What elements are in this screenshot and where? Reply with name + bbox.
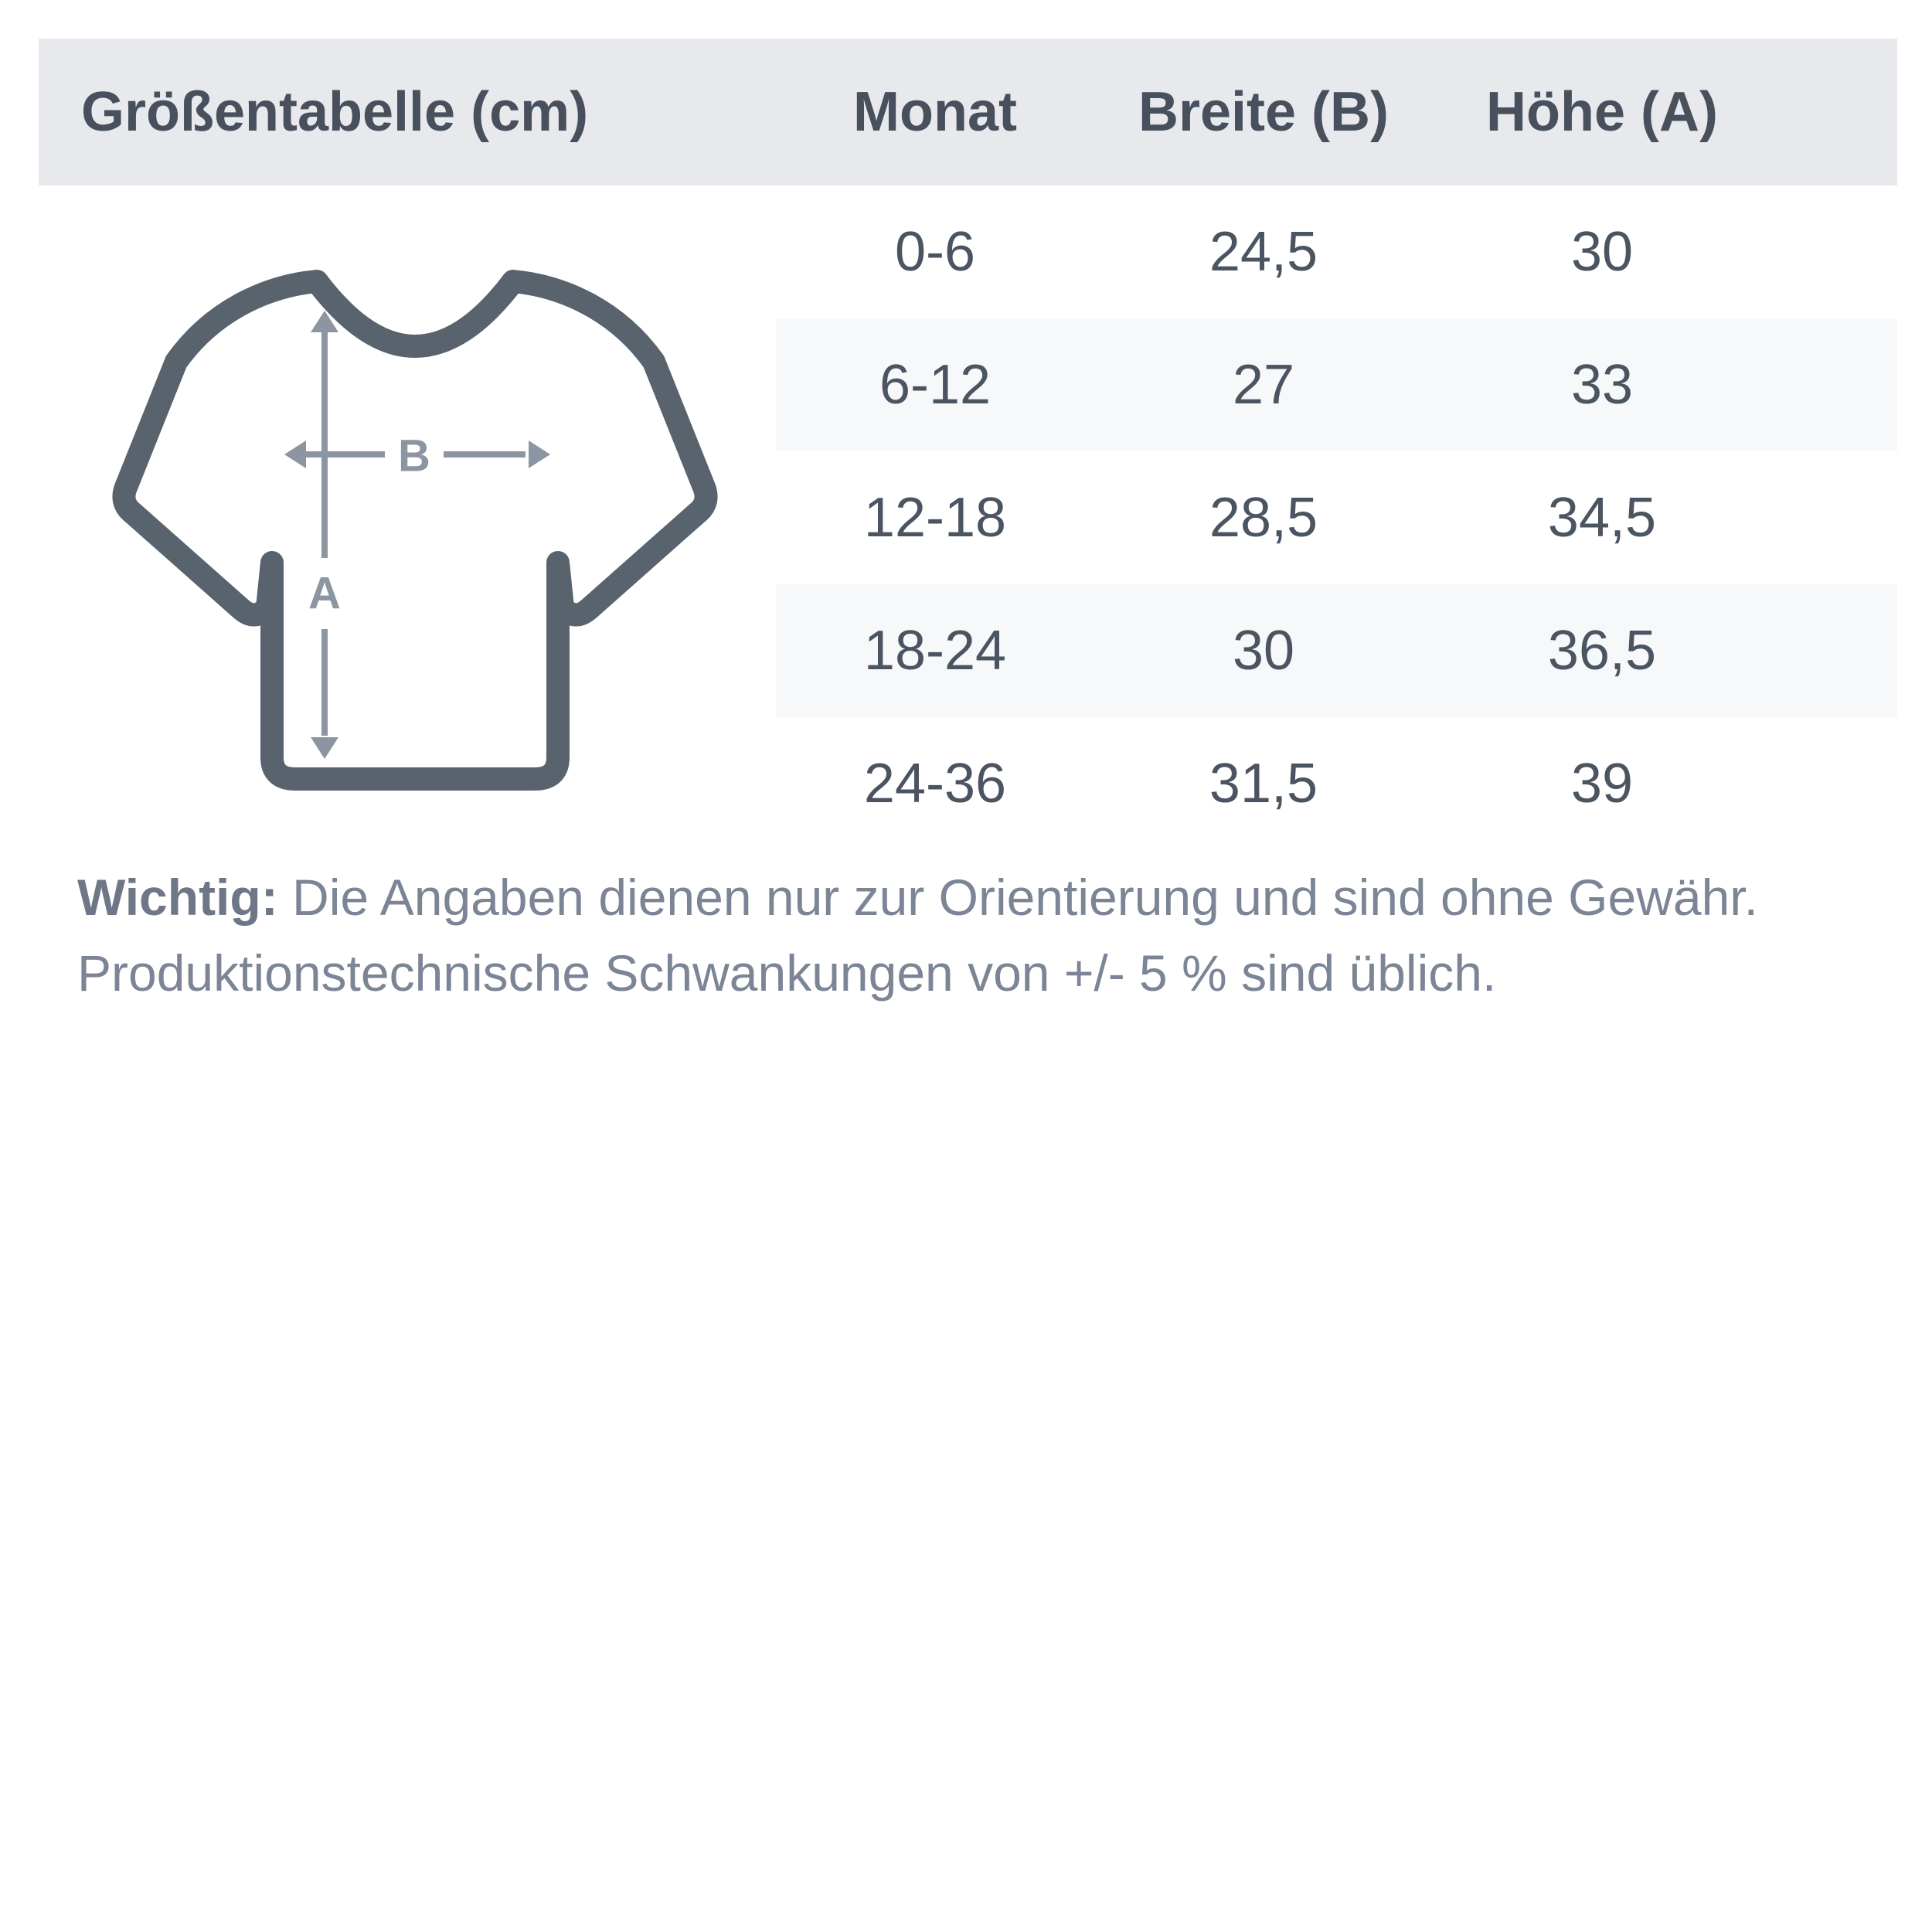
cell-monat: 6-12 [776,318,1094,451]
cell-breite: 30 [1094,584,1433,717]
note-label: Wichtig: [77,869,278,926]
cell-hoehe: 39 [1570,753,1634,815]
tshirt-outline [112,270,718,791]
arrowhead-left-icon [284,440,306,468]
height-arrow [311,311,338,759]
note-line-1: Die Angaben dienen nur zur Orientierung … [277,869,1758,926]
note-line-2: Produktionstechnische Schwankungen von +… [77,944,1497,1002]
row-spacer [1771,318,1897,451]
cell-breite: 28,5 [1209,487,1318,549]
cell-monat: 18-24 [776,584,1094,717]
column-header-hoehe: Höhe (A) [1433,39,1771,185]
cell-monat: 12-18 [863,487,1007,549]
tshirt-icon: A B [112,270,718,791]
row-spacer [1771,717,1897,850]
size-chart: Größentabelle (cm) Monat Breite (B) Höhe… [39,39,1897,1002]
cell-breite: 24,5 [1209,221,1318,283]
width-label: B [398,431,430,481]
arrowhead-right-icon [529,440,550,468]
cell-hoehe: 30 [1570,221,1634,283]
disclaimer-note: Wichtig: Die Angaben dienen nur zur Orie… [77,859,1870,1011]
cell-breite: 27 [1094,318,1433,451]
width-arrow [284,440,550,468]
tshirt-diagram: A B [77,216,734,835]
row-spacer [1771,185,1897,318]
arrowhead-down-icon [311,737,338,759]
column-header-breite: Breite (B) [1094,39,1433,185]
row-spacer [1771,451,1897,584]
arrowhead-up-icon [311,311,338,332]
page-title: Größentabelle (cm) [39,39,776,185]
size-table: Größentabelle (cm) Monat Breite (B) Höhe… [39,39,1897,850]
row-spacer [1771,584,1897,717]
height-label: A [308,569,341,619]
cell-monat: 0-6 [894,221,976,283]
cell-hoehe: 36,5 [1433,584,1771,717]
cell-breite: 31,5 [1209,753,1318,815]
cell-monat: 24-36 [863,753,1007,815]
cell-hoehe: 34,5 [1547,487,1657,549]
header-spacer [1771,39,1897,185]
column-header-monat: Monat [776,39,1094,185]
cell-hoehe: 33 [1433,318,1771,451]
